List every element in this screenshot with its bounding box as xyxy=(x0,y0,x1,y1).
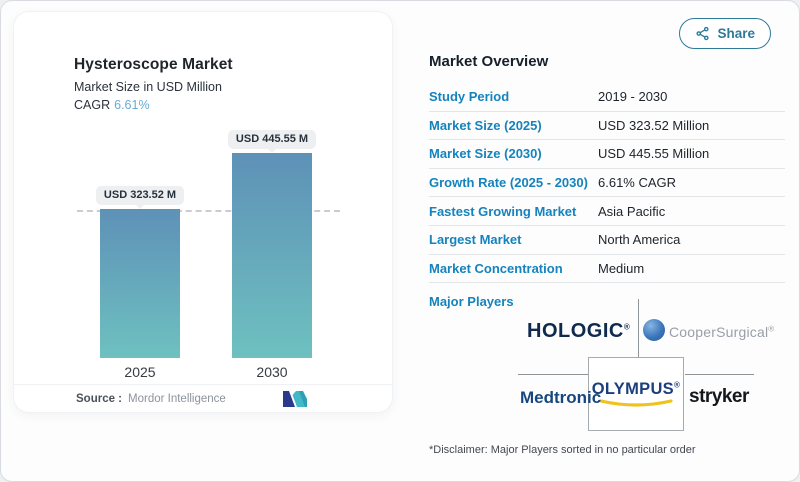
registered-mark: ® xyxy=(623,322,631,332)
chart-title: Hysteroscope Market xyxy=(74,56,233,73)
connector-right-line xyxy=(685,374,754,375)
major-players-diagram: Major Players HOLOGIC® CooperSurgical® O… xyxy=(421,289,793,435)
overview-title: Market Overview xyxy=(429,53,549,70)
row-label: Growth Rate (2025 - 2030) xyxy=(429,175,588,191)
hologic-logo: HOLOGIC® xyxy=(527,320,631,342)
table-row: Fastest Growing Market Asia Pacific xyxy=(429,197,785,226)
x-axis-label-2030: 2030 xyxy=(256,364,288,380)
badge-pointer xyxy=(136,205,144,210)
chart-cagr: CAGR 6.61% xyxy=(74,98,233,112)
source-label: Source : xyxy=(76,392,123,405)
bar-value-badge-2025: USD 323.52 M xyxy=(95,186,185,206)
row-value: 6.61% CAGR xyxy=(598,175,677,191)
row-label: Largest Market xyxy=(429,232,522,248)
row-value: North America xyxy=(598,232,681,248)
table-row: Market Concentration Medium xyxy=(429,255,785,284)
disclaimer-text: *Disclaimer: Major Players sorted in no … xyxy=(429,444,696,456)
market-size-chart-card: Hysteroscope Market Market Size in USD M… xyxy=(13,11,393,413)
cagr-value: 6.61% xyxy=(114,98,150,112)
registered-mark: ® xyxy=(768,324,775,334)
badge-pointer xyxy=(268,149,276,153)
row-value: 2019 - 2030 xyxy=(598,89,668,105)
share-icon xyxy=(696,26,710,41)
chart-source-footer: Source : Mordor Intelligence xyxy=(14,384,392,412)
mordor-intelligence-logo-icon xyxy=(283,391,307,407)
row-value: Asia Pacific xyxy=(598,203,666,219)
row-value: Medium xyxy=(598,260,645,276)
olympus-logo-box: OLYMPUS® xyxy=(588,357,684,431)
share-button-label: Share xyxy=(717,26,755,41)
connector-vertical-line xyxy=(638,299,639,357)
x-axis-label-2025: 2025 xyxy=(124,364,156,380)
table-row: Study Period 2019 - 2030 xyxy=(429,83,785,112)
olympus-swoosh-icon xyxy=(599,399,673,407)
coopersurgical-globe-icon xyxy=(643,319,665,341)
row-label: Market Size (2025) xyxy=(429,117,542,133)
row-label: Market Size (2030) xyxy=(429,146,542,162)
olympus-logo: OLYMPUS® xyxy=(591,380,681,398)
medtronic-logo: Medtronic xyxy=(520,388,602,407)
bar-value-badge-2030: USD 445.55 M xyxy=(227,130,317,149)
share-button[interactable]: Share xyxy=(679,18,771,49)
overview-table: Study Period 2019 - 2030 Market Size (20… xyxy=(429,83,785,284)
connector-left-line xyxy=(518,374,588,375)
bar-chart: USD 323.52 M USD 445.55 M 2025 2030 xyxy=(14,12,392,412)
table-row: Market Size (2025) USD 323.52 Million xyxy=(429,112,785,141)
coopersurgical-logo: CooperSurgical® xyxy=(669,324,775,340)
chart-header: Hysteroscope Market Market Size in USD M… xyxy=(74,56,233,112)
bar-column-2030: USD 445.55 M xyxy=(227,130,317,358)
major-players-label: Major Players xyxy=(429,294,514,309)
stryker-logo: stryker xyxy=(689,386,749,407)
bar-2025 xyxy=(100,209,180,358)
row-label: Fastest Growing Market xyxy=(429,203,577,219)
bar-column-2025: USD 323.52 M xyxy=(95,186,185,358)
row-value: USD 445.55 Million xyxy=(598,146,710,162)
table-row: Largest Market North America xyxy=(429,226,785,255)
row-label: Study Period xyxy=(429,89,510,105)
reference-dashed-line xyxy=(77,210,340,213)
market-overview-panel: Share Market Overview Study Period 2019 … xyxy=(421,1,793,481)
table-row: Growth Rate (2025 - 2030) 6.61% CAGR xyxy=(429,169,785,198)
cagr-label: CAGR xyxy=(74,98,111,112)
source-value: Mordor Intelligence xyxy=(128,392,226,405)
row-label: Market Concentration xyxy=(429,260,563,276)
table-row: Market Size (2030) USD 445.55 Million xyxy=(429,140,785,169)
row-value: USD 323.52 Million xyxy=(598,117,710,133)
bar-2030 xyxy=(232,153,312,358)
chart-subtitle: Market Size in USD Million xyxy=(74,80,222,94)
registered-mark: ® xyxy=(673,380,681,390)
